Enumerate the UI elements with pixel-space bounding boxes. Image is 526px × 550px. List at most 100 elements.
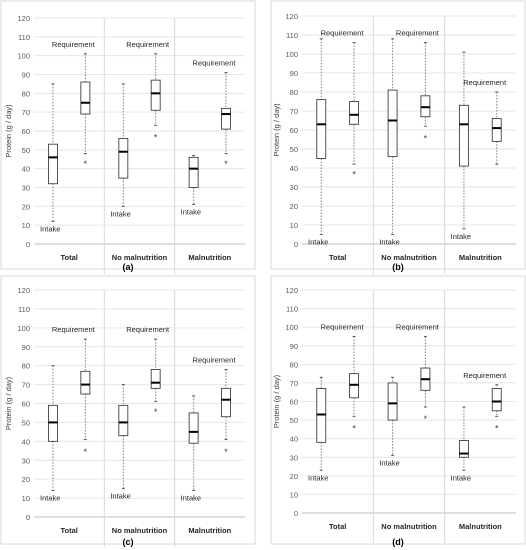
y-tick-label: 80 [290, 88, 298, 97]
y-tick-label: 0 [294, 509, 298, 518]
box-iqr [80, 81, 91, 115]
category-label: Malnutrition [188, 253, 231, 262]
y-tick-label: 20 [290, 202, 298, 211]
box-outlier: * [495, 424, 499, 434]
series-label-requirement: Requirement [193, 355, 237, 364]
category-label: No malnutrition [381, 522, 437, 531]
y-tick-label: 70 [290, 107, 298, 116]
series-label-intake: Intake [40, 494, 60, 503]
y-tick-label: 90 [290, 69, 298, 78]
y-tick-label: 60 [290, 398, 298, 407]
series-label-intake: Intake [181, 207, 201, 216]
panel-label: (c) [123, 537, 134, 547]
category-label: Malnutrition [188, 526, 231, 535]
y-tick-label: 0 [294, 240, 298, 249]
box-iqr [80, 370, 91, 395]
series-label-requirement: Requirement [52, 325, 96, 334]
panel-border [270, 0, 526, 270]
panel-border [270, 275, 526, 545]
series-label-requirement: Requirement [126, 325, 170, 334]
category-label: No malnutrition [112, 526, 168, 535]
box-outlier: * [84, 159, 88, 169]
y-tick-label: 40 [290, 435, 298, 444]
series-label-intake: Intake [308, 473, 328, 482]
y-tick-label: 120 [285, 286, 298, 295]
panel-border [0, 275, 256, 545]
y-tick-label: 60 [290, 126, 298, 135]
box-iqr [491, 118, 502, 142]
y-tick-label: 40 [290, 164, 298, 173]
y-tick-label: 60 [22, 400, 30, 409]
category-label: Total [329, 253, 346, 262]
y-tick-label: 110 [286, 31, 298, 40]
panel-label: (a) [123, 262, 134, 272]
y-axis-label: Protein (g / day) [4, 376, 13, 430]
y-axis-label: Protein (g / day) [4, 104, 13, 158]
box-iqr [150, 369, 161, 389]
y-tick-label: 70 [22, 381, 30, 390]
box-outlier: * [352, 424, 356, 434]
series-label-intake: Intake [40, 224, 60, 233]
box-outlier: * [224, 159, 228, 169]
box-iqr [221, 107, 231, 130]
box-iqr [118, 404, 129, 437]
y-tick-label: 0 [26, 513, 30, 522]
series-label-requirement: Requirement [321, 29, 365, 38]
series-label-intake: Intake [451, 473, 471, 482]
series-label-intake: Intake [451, 232, 471, 241]
y-tick-label: 50 [22, 146, 30, 155]
y-tick-label: 110 [286, 305, 298, 314]
box-outlier: * [154, 407, 158, 417]
y-tick-label: 10 [290, 490, 298, 499]
y-tick-label: 120 [17, 14, 30, 23]
box-outlier: * [424, 414, 428, 424]
box-iqr [316, 99, 327, 159]
box-iqr [188, 412, 199, 444]
category-label: Total [60, 253, 77, 262]
y-tick-label: 40 [22, 437, 30, 446]
box-iqr [349, 101, 360, 125]
box-iqr [118, 138, 129, 179]
series-label-intake: Intake [110, 492, 130, 501]
y-tick-label: 80 [22, 89, 30, 98]
category-label: No malnutrition [381, 253, 437, 262]
series-label-requirement: Requirement [321, 322, 365, 331]
y-tick-label: 30 [22, 456, 30, 465]
box-iqr [48, 143, 58, 185]
y-tick-label: 70 [290, 379, 298, 388]
series-label-intake: Intake [308, 238, 328, 247]
y-tick-label: 110 [18, 33, 30, 42]
box-outlier: * [154, 133, 158, 143]
y-tick-label: 30 [22, 184, 30, 193]
category-label: Total [60, 526, 77, 535]
y-tick-label: 20 [22, 202, 30, 211]
y-tick-label: 60 [22, 127, 30, 136]
y-tick-label: 50 [22, 418, 30, 427]
y-tick-label: 10 [22, 221, 30, 230]
panel-border [0, 0, 256, 270]
box-iqr [150, 79, 161, 111]
y-tick-label: 120 [285, 12, 298, 21]
y-axis-label: Protein (g / day) [272, 103, 281, 157]
series-label-requirement: Requirement [463, 78, 507, 87]
category-label: No malnutrition [112, 253, 168, 262]
y-tick-label: 20 [290, 472, 298, 481]
y-tick-label: 30 [290, 453, 298, 462]
series-label-requirement: Requirement [126, 40, 170, 49]
y-tick-label: 10 [22, 494, 30, 503]
series-label-requirement: Requirement [52, 40, 96, 49]
y-axis-label: Protein (g / day) [272, 374, 281, 428]
y-tick-label: 120 [17, 286, 30, 295]
y-tick-label: 110 [18, 305, 30, 314]
series-label-requirement: Requirement [463, 371, 507, 380]
y-tick-label: 70 [22, 108, 30, 117]
box-iqr [221, 387, 231, 418]
y-tick-label: 90 [22, 71, 30, 80]
y-tick-label: 100 [285, 323, 298, 332]
category-label: Malnutrition [459, 253, 502, 262]
series-label-requirement: Requirement [193, 59, 237, 68]
box-outlier: * [84, 447, 88, 457]
box-iqr [387, 382, 398, 421]
category-label: Malnutrition [459, 522, 502, 531]
